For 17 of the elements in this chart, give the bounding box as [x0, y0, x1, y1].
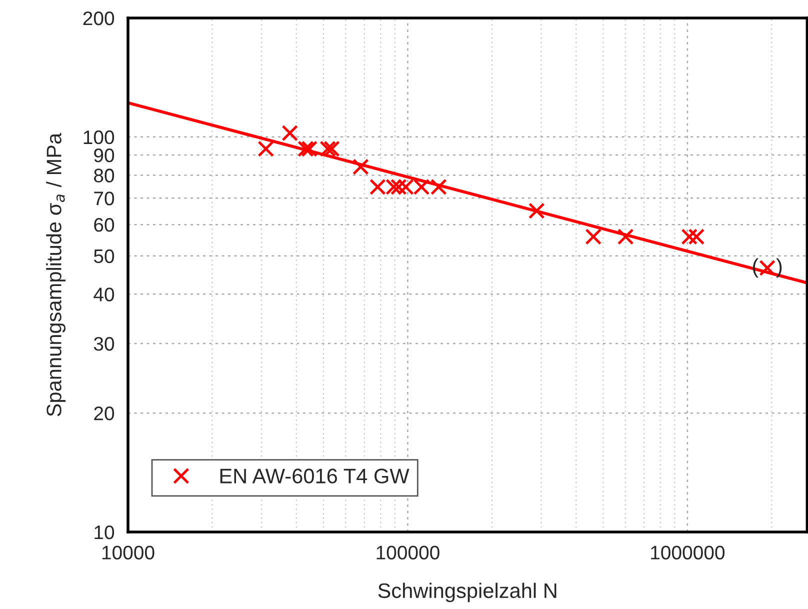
- y-tick-label: 40: [94, 288, 114, 302]
- y-axis-title: Spannungsamplitude σ$_{a}$ / MPa: [46, 132, 66, 416]
- x-tick-label: 1000000: [651, 546, 725, 560]
- x-tick-label: 10000: [102, 546, 154, 560]
- y-tick-label: 200: [83, 11, 114, 26]
- y-tick-label: 10: [94, 525, 114, 540]
- y-tick-label: 70: [94, 192, 114, 206]
- y-tick-label: 60: [94, 218, 114, 232]
- x-tick-label: 100000: [376, 546, 440, 560]
- y-tick-label: 30: [94, 336, 114, 351]
- y-tick-label: 100: [84, 130, 114, 144]
- y-tick-label: 20: [94, 406, 114, 420]
- y-tick-label: 50: [94, 249, 114, 264]
- y-tick-label: 90: [94, 148, 114, 162]
- legend-label: EN AW-6016 T4 GW: [220, 468, 410, 484]
- x-axis-title: Schwingspielzahl N: [378, 582, 556, 602]
- y-tick-label: 80: [94, 168, 114, 182]
